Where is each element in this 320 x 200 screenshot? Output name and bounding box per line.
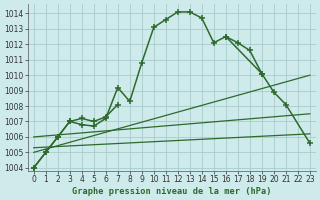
X-axis label: Graphe pression niveau de la mer (hPa): Graphe pression niveau de la mer (hPa) — [72, 187, 272, 196]
